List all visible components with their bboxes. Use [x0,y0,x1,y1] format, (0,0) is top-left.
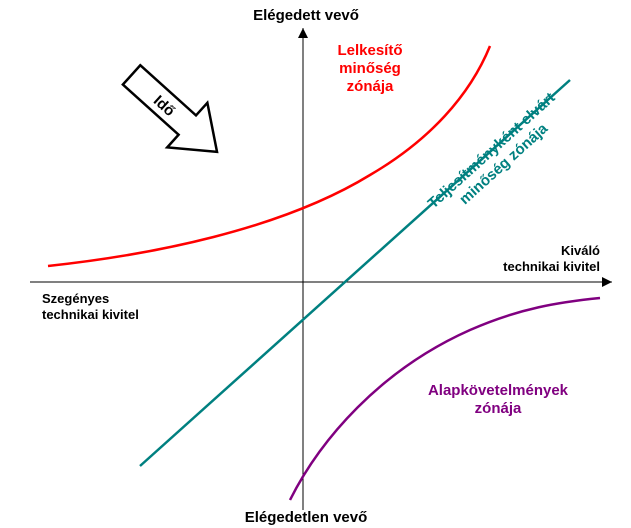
time-arrow-group: Idő [111,53,237,175]
performance-label-group: Teljesítményként elvárt minőség zónája [425,89,571,225]
basic-label-2: zónája [475,400,522,417]
basic-label-1: Alapkövetelmények [428,382,569,399]
label-left-2: technikai kivitel [42,307,139,322]
x-axis-arrowhead [602,277,612,287]
excitement-curve [48,46,490,266]
excitement-label-3: zónája [347,78,394,95]
kano-diagram: Idő Elégedett vevő Elégedetlen vevő Szeg… [0,0,631,528]
label-bottom: Elégedetlen vevő [245,509,368,526]
basic-curve [290,298,600,500]
label-left-1: Szegényes [42,291,109,306]
label-right-2: technikai kivitel [503,259,600,274]
excitement-label-2: minőség [339,60,401,77]
label-right-1: Kiváló [561,243,600,258]
y-axis-arrowhead [298,28,308,38]
performance-label-1: Teljesítményként elvárt [425,89,559,212]
time-arrow [111,53,237,175]
label-top: Elégedett vevő [253,7,359,24]
excitement-label-1: Lelkesítő [337,42,402,59]
